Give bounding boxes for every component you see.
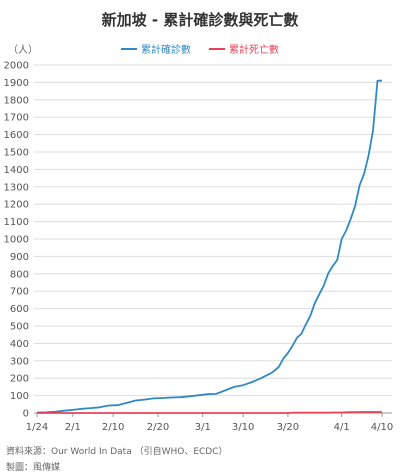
y-tick-label: 1000 xyxy=(4,235,29,246)
legend-swatch-cases xyxy=(121,47,137,50)
x-tick-label: 4/1 xyxy=(334,422,350,433)
legend-item-deaths: 累計死亡數 xyxy=(209,41,279,56)
y-tick-label: 1500 xyxy=(4,148,29,159)
x-tick-label: 3/10 xyxy=(232,422,254,433)
y-tick-label: 1400 xyxy=(4,165,29,176)
series-lines xyxy=(36,79,382,414)
y-tick-label: 1700 xyxy=(4,113,29,124)
y-tick-label: 300 xyxy=(10,356,29,367)
y-tick-label: 1600 xyxy=(4,130,29,141)
data-source: 資料來源：Our World In Data （引自WHO、ECDC） xyxy=(6,447,228,457)
grid-lines xyxy=(34,64,392,414)
x-tick-label: 1/24 xyxy=(26,422,48,433)
x-tick-label: 2/1 xyxy=(65,422,81,433)
x-tick-label: 3/1 xyxy=(195,422,211,433)
x-tick-label: 3/20 xyxy=(277,422,299,433)
x-tick-label: 2/20 xyxy=(147,422,169,433)
legend-item-cases: 累計確診數 xyxy=(121,41,191,56)
y-tick-label: 1300 xyxy=(4,182,29,193)
y-tick-label: 800 xyxy=(10,269,29,280)
y-tick-label: 0 xyxy=(23,409,29,420)
y-tick-label: 1100 xyxy=(4,217,29,228)
y-tick-label: 2000 xyxy=(4,61,29,72)
series-line-cases xyxy=(36,79,382,414)
y-tick-label: 400 xyxy=(10,339,29,350)
series-line-deaths xyxy=(37,411,382,414)
x-tick-labels: 1/24 2/1 2/10 2/20 3/1 3/10 3/20 4/1 4/10 xyxy=(26,413,393,433)
chart-title: 新加坡 - 累計確診數與死亡數 xyxy=(101,11,299,29)
y-tick-label: 1800 xyxy=(4,95,29,106)
y-axis-unit: （人） xyxy=(8,45,38,56)
legend-label-cases: 累計確診數 xyxy=(141,45,191,56)
y-tick-label: 900 xyxy=(10,252,29,263)
y-tick-label: 1900 xyxy=(4,78,29,89)
y-tick-label: 600 xyxy=(10,304,29,315)
y-tick-label: 700 xyxy=(10,287,29,298)
x-tick-label: 2/10 xyxy=(102,422,124,433)
legend: 累計確診數 累計死亡數 xyxy=(0,41,400,56)
chart-credit: 製圖：風傳媒 xyxy=(6,463,61,473)
y-tick-label: 500 xyxy=(10,322,29,333)
legend-swatch-deaths xyxy=(209,47,225,50)
legend-label-deaths: 累計死亡數 xyxy=(229,45,279,56)
y-tick-label: 200 xyxy=(10,374,29,385)
y-tick-label: 1200 xyxy=(4,200,29,211)
x-tick-label: 4/10 xyxy=(371,422,393,433)
y-tick-label: 100 xyxy=(10,391,29,402)
y-tick-labels: 0 100 200 300 400 500 600 700 800 900 1000 1100 1200… xyxy=(4,61,29,420)
